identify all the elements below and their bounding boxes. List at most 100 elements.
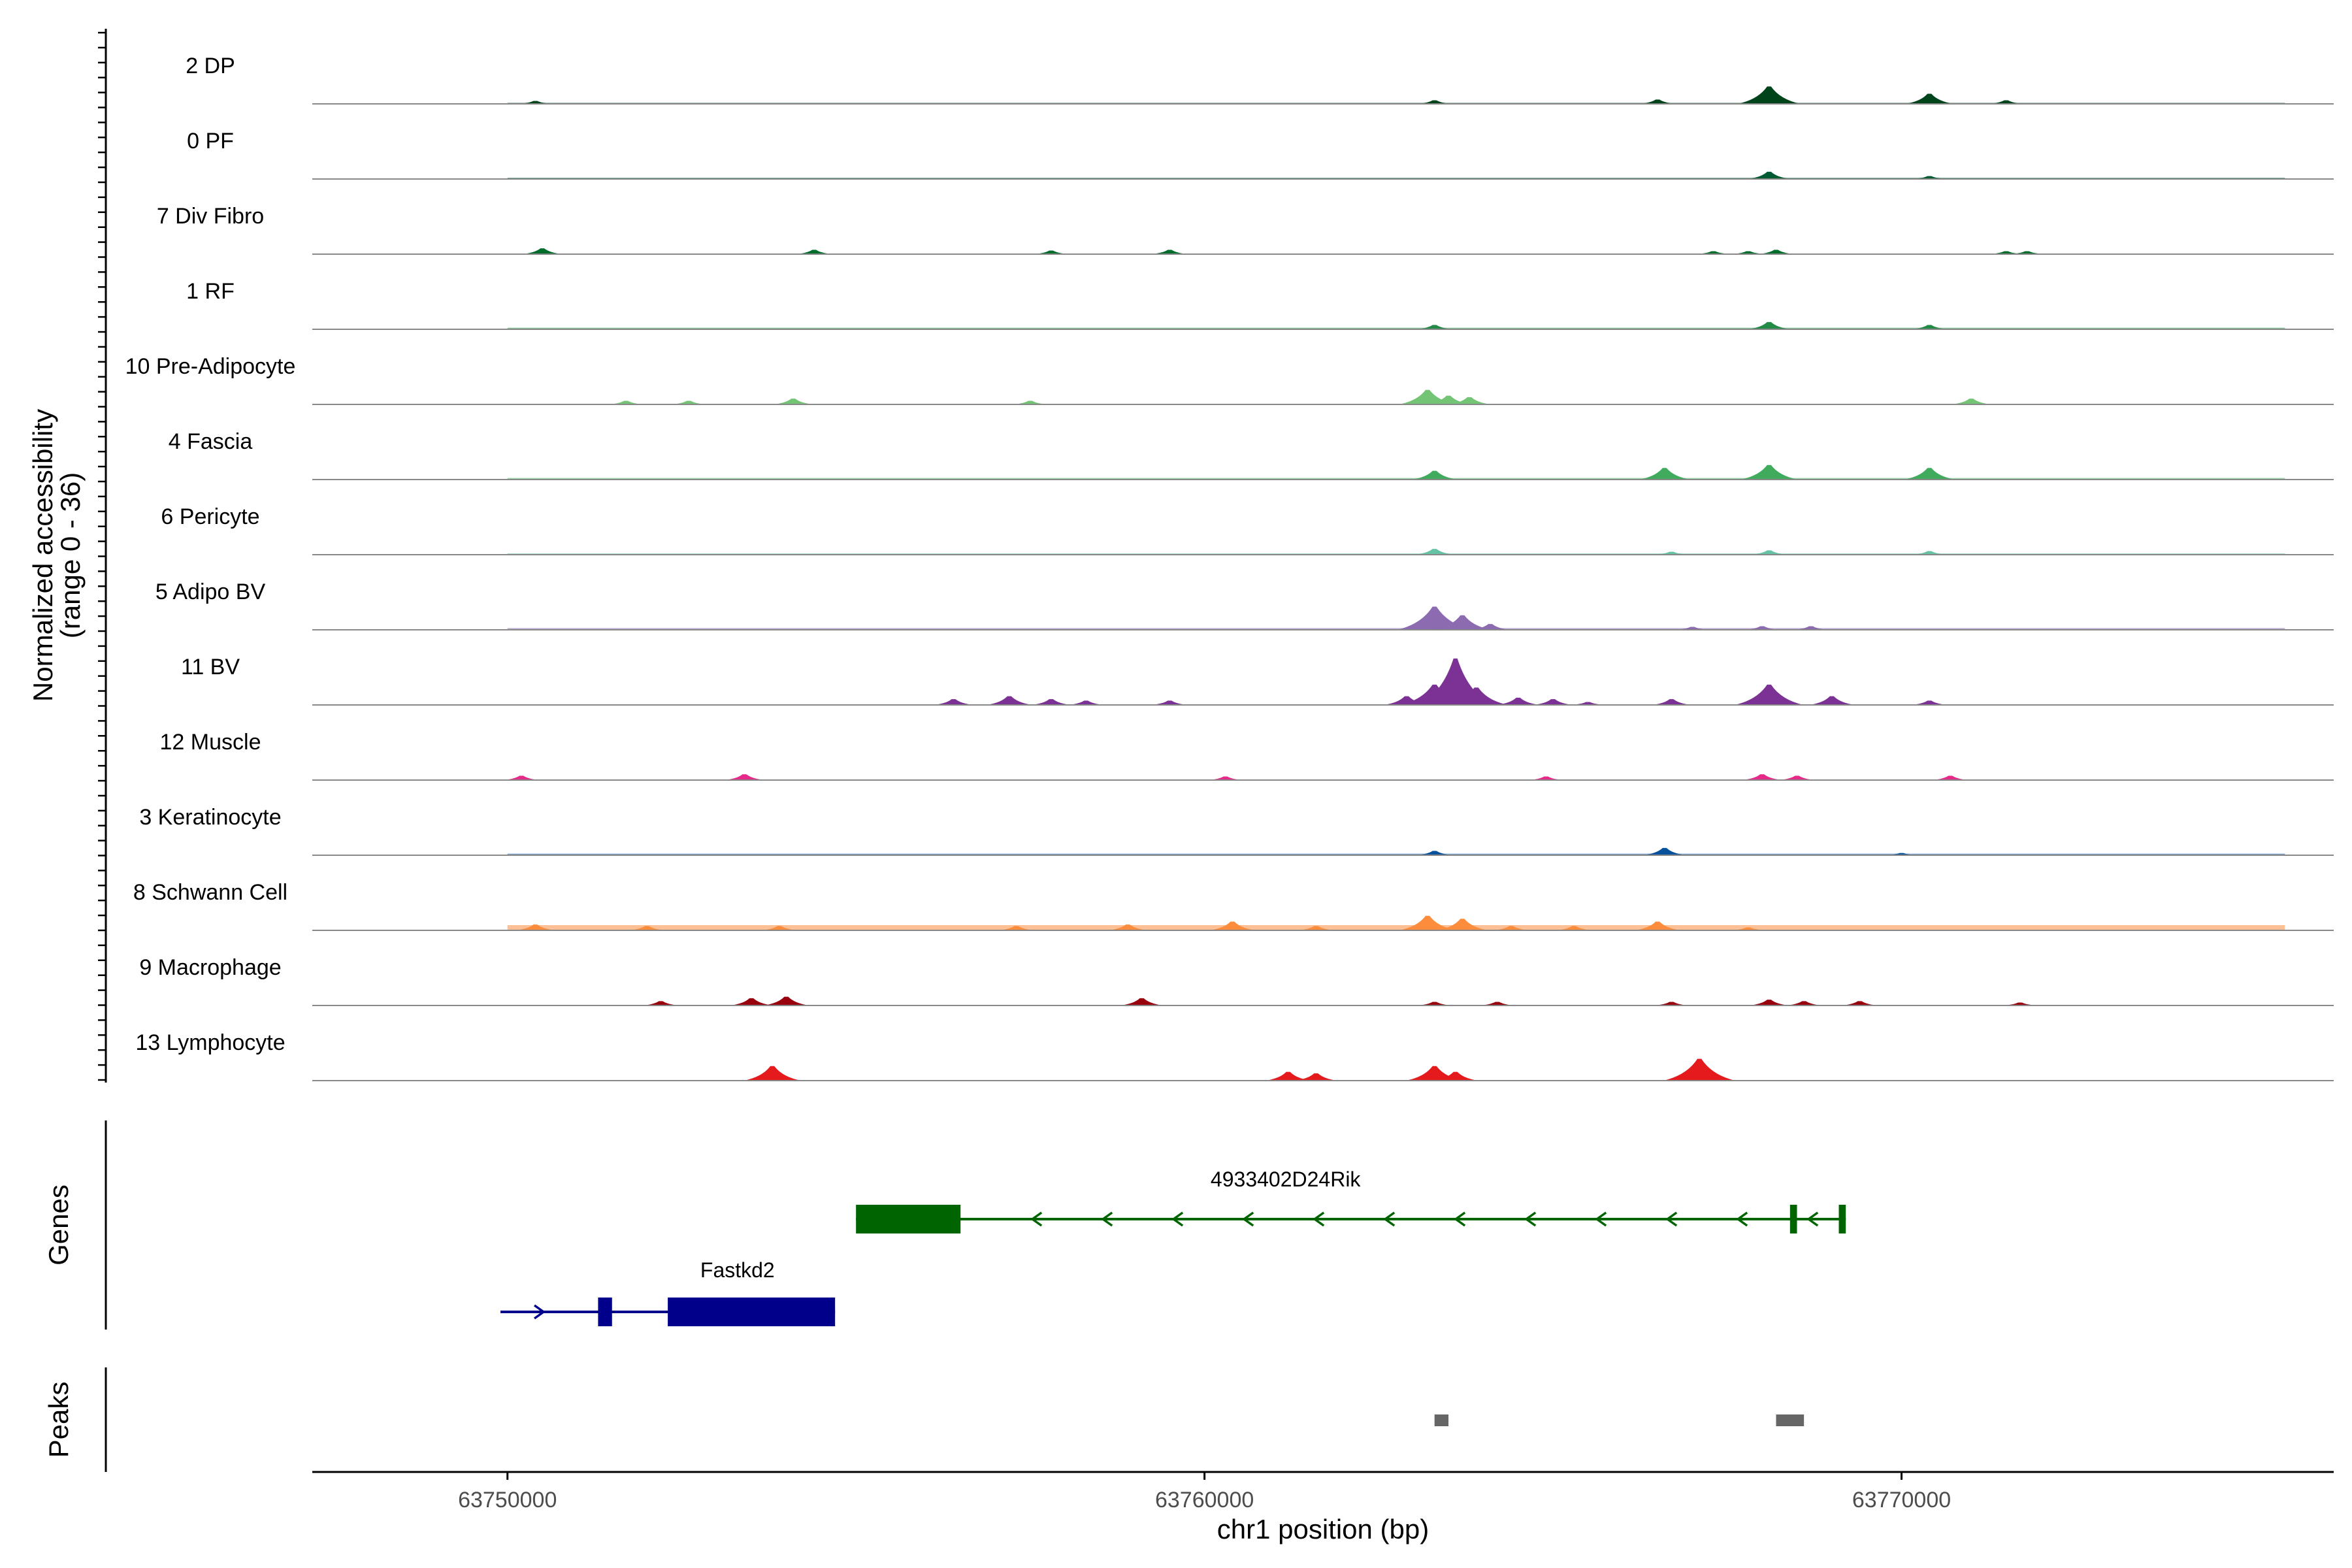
x-axis: 63750000 63760000 63770000 xyxy=(312,1471,2334,1512)
track-peak xyxy=(1951,399,1992,404)
track-peak xyxy=(1479,1002,1516,1005)
strand-arrow xyxy=(1242,1211,1254,1227)
track-peak xyxy=(1749,1000,1789,1005)
track-peak xyxy=(1910,325,1948,329)
gene-4933402d24rik: 4933402D24Rik xyxy=(856,1168,1846,1233)
gene-exon xyxy=(856,1205,961,1233)
track-background-signal xyxy=(507,327,2285,329)
track-peak xyxy=(1414,549,1455,555)
track-7-div-fibro: 7 Div Fibro xyxy=(157,204,2334,255)
track-peak xyxy=(642,1001,680,1005)
track-peak xyxy=(1931,776,1969,780)
track-peak xyxy=(795,250,833,254)
track-peak xyxy=(670,400,707,404)
track-label: 4 Fascia xyxy=(169,429,253,454)
track-peak xyxy=(1470,624,1511,630)
track-peak xyxy=(1067,700,1105,705)
track-peak xyxy=(1750,550,1788,555)
strand-arrow xyxy=(1665,1211,1678,1227)
gene-exon xyxy=(1789,1205,1797,1233)
track-peak xyxy=(1120,998,1164,1005)
track-background-signal xyxy=(507,628,2285,630)
track-6-pericyte: 6 Pericyte xyxy=(161,504,2334,555)
track-label: 12 Muscle xyxy=(160,730,261,755)
track-1-rf: 1 RF xyxy=(186,279,2334,330)
track-5-adipo-bv: 5 Adipo BV xyxy=(155,580,2334,630)
track-peak xyxy=(1436,919,1488,930)
track-peak xyxy=(1151,250,1188,254)
track-peak xyxy=(1988,100,2025,104)
track-peak xyxy=(1033,250,1070,254)
x-tick-label: 63770000 xyxy=(1852,1488,1951,1512)
track-label: 3 Keratinocyte xyxy=(139,805,281,830)
track-peak xyxy=(1653,1002,1690,1005)
track-peak xyxy=(1297,926,1335,930)
track-peak xyxy=(1778,776,1816,780)
track-peak xyxy=(933,699,974,705)
x-tick-label: 63760000 xyxy=(1155,1488,1254,1512)
track-peak xyxy=(1735,684,1804,705)
track-peak xyxy=(608,400,644,404)
track-peak xyxy=(1432,1071,1478,1081)
track-peak xyxy=(1742,774,1782,780)
gene-label: Fastkd2 xyxy=(700,1258,775,1282)
track-8-schwann-cell: 8 Schwann Cell xyxy=(133,880,2334,931)
track-peak xyxy=(1675,627,1710,630)
track-9-macrophage: 9 Macrophage xyxy=(139,955,2334,1006)
track-peak xyxy=(724,774,765,780)
genes-axis-title: Genes xyxy=(43,1184,74,1266)
track-label: 8 Schwann Cell xyxy=(133,880,287,905)
gene-exon xyxy=(1838,1205,1846,1233)
track-peak xyxy=(1634,921,1681,930)
strand-arrow xyxy=(1806,1211,1819,1227)
track-peak xyxy=(1416,851,1454,855)
peaks-track xyxy=(1434,1414,1805,1426)
track-peak xyxy=(1840,1001,1879,1005)
track-peak xyxy=(1411,470,1458,480)
track-peak xyxy=(1399,915,1457,930)
track-peak xyxy=(1012,400,1049,404)
y-axis-range: (range 0 - 36) xyxy=(55,472,86,638)
track-peak xyxy=(773,399,813,404)
peak-region xyxy=(1434,1414,1449,1426)
track-peak xyxy=(1642,847,1686,855)
track-11-bv: 11 BV xyxy=(181,655,2334,706)
gene-exon xyxy=(598,1298,612,1326)
strand-arrow xyxy=(1595,1211,1607,1227)
track-peak xyxy=(1793,626,1829,630)
track-peak xyxy=(1696,251,1731,254)
track-label: 5 Adipo BV xyxy=(155,580,266,604)
track-peak xyxy=(1416,325,1454,329)
strand-arrow xyxy=(1454,1211,1466,1227)
track-peak xyxy=(1416,100,1453,104)
track-peak xyxy=(1416,1002,1453,1005)
gene-exon xyxy=(668,1298,836,1326)
track-peak xyxy=(1151,700,1188,705)
track-peak xyxy=(1209,921,1256,930)
track-peak xyxy=(1744,626,1780,630)
track-peak xyxy=(1740,465,1798,480)
y-axis-ticks xyxy=(98,31,106,1081)
track-peak xyxy=(515,924,556,930)
track-peak xyxy=(1747,321,1791,329)
track-background-signal xyxy=(507,478,2285,480)
track-peak xyxy=(502,776,540,780)
track-peak xyxy=(1107,924,1149,930)
y-axis-title: Normalized accessibility xyxy=(27,409,58,702)
strand-arrow xyxy=(1524,1211,1537,1227)
track-peak xyxy=(1911,551,1948,555)
track-peak xyxy=(1639,99,1676,104)
track-label: 0 PF xyxy=(187,129,234,154)
x-axis-title: chr1 position (bp) xyxy=(1217,1514,1429,1544)
peak-region xyxy=(1776,1414,1805,1426)
track-12-muscle: 12 Muscle xyxy=(160,730,2334,781)
track-peak xyxy=(1433,615,1492,630)
track-peak xyxy=(1731,251,1766,254)
track-peak xyxy=(1555,926,1593,930)
track-peak xyxy=(743,1066,802,1081)
track-peak xyxy=(1785,1001,1823,1005)
track-10-pre-adipocyte: 10 Pre-Adipocyte xyxy=(125,354,2334,405)
track-background-signal xyxy=(507,925,2285,930)
track-peak xyxy=(763,996,809,1005)
